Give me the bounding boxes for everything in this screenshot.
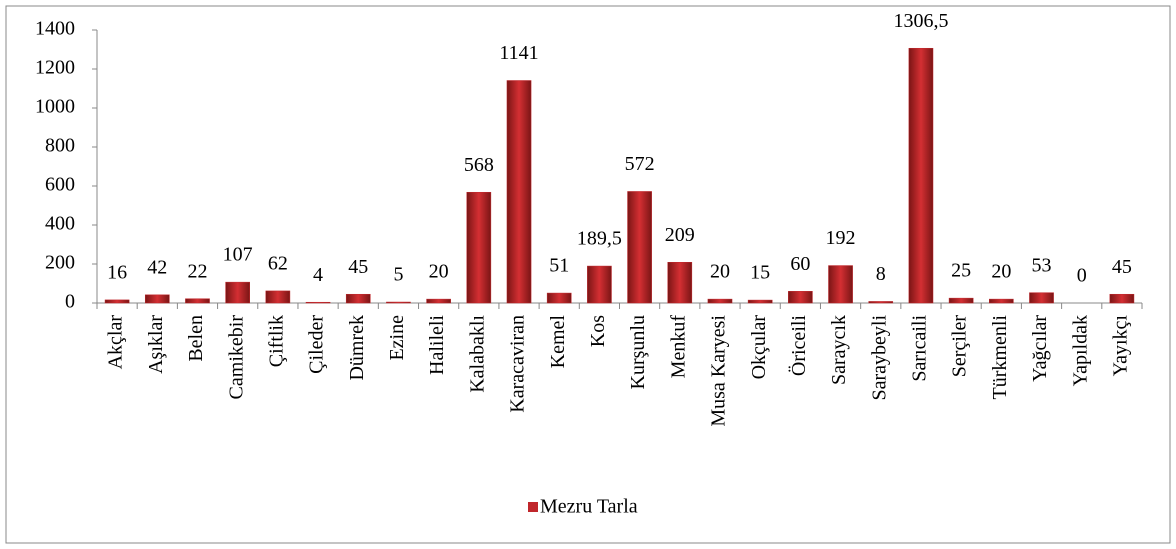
y-tick-label: 800 — [45, 135, 75, 157]
x-tick-label: Okçular — [748, 315, 770, 380]
x-tick-label: Kos — [587, 315, 609, 347]
data-label: 20 — [991, 261, 1011, 283]
x-tick-label: Aşıklar — [145, 315, 167, 374]
bar — [305, 301, 331, 304]
bar — [144, 294, 170, 304]
data-label: 1141 — [499, 42, 538, 64]
bar — [265, 290, 291, 304]
data-label: 8 — [876, 263, 886, 285]
bar — [747, 299, 773, 304]
x-tick-label: Yayıkçı — [1109, 315, 1131, 377]
bar — [667, 261, 693, 304]
bar — [1029, 292, 1054, 304]
bar — [788, 291, 813, 304]
data-label: 209 — [665, 224, 695, 246]
bar — [386, 301, 411, 304]
x-tick-label: Belen — [185, 315, 207, 362]
bar — [104, 299, 130, 304]
x-tick-label: Türkmenli — [989, 315, 1011, 400]
y-tick-label: 600 — [45, 174, 75, 196]
x-tick-label: Serçiler — [949, 315, 971, 378]
x-tick-label: Çileder — [306, 315, 328, 374]
data-label: 51 — [549, 255, 569, 277]
bar — [466, 191, 492, 304]
data-label: 16 — [107, 261, 127, 283]
data-label: 45 — [348, 256, 368, 278]
data-label: 4 — [313, 264, 323, 286]
data-label: 192 — [826, 227, 856, 249]
y-tick-label: 1400 — [35, 18, 75, 40]
x-tick-label: Halileli — [426, 315, 448, 375]
data-label: 107 — [223, 244, 253, 266]
legend-label: Mezru Tarla — [540, 496, 638, 518]
x-tick-label: Menkuf — [667, 315, 689, 379]
bar — [868, 301, 894, 304]
bar — [707, 298, 733, 304]
data-label: 5 — [393, 264, 403, 286]
bar — [426, 298, 451, 304]
bar — [506, 80, 532, 304]
data-label: 25 — [951, 260, 971, 282]
x-tick-label: Kemel — [547, 315, 569, 369]
y-tick-label: 1000 — [35, 96, 75, 118]
y-tick-label: 200 — [45, 252, 75, 274]
x-tick-label: Kalabaklı — [466, 315, 488, 393]
x-tick-label: Camikebir — [225, 315, 247, 400]
data-label: 20 — [710, 261, 730, 283]
legend-swatch — [528, 502, 538, 512]
data-label: 22 — [187, 260, 207, 282]
bar — [948, 297, 974, 304]
bar — [1109, 293, 1135, 304]
data-label: 45 — [1112, 256, 1132, 278]
data-label: 53 — [1032, 254, 1052, 276]
x-tick-label: Karacaviran — [507, 315, 529, 413]
x-tick-label: Yapıldak — [1069, 315, 1091, 386]
y-tick-label: 400 — [45, 213, 75, 235]
x-tick-label: Öriceili — [787, 315, 810, 377]
x-tick-label: Dümrek — [346, 315, 368, 381]
x-tick-label: Kurşunlu — [627, 315, 649, 389]
bar — [185, 298, 210, 304]
y-tick-label: 1200 — [35, 57, 75, 79]
y-tick-label: 0 — [65, 291, 75, 313]
bar — [908, 47, 934, 304]
bar — [989, 298, 1014, 304]
x-tick-label: Saraybeyli — [868, 315, 890, 401]
x-tick-label: Akçlar — [105, 315, 127, 370]
data-label: 20 — [429, 261, 449, 283]
bar — [828, 265, 853, 304]
data-label: 0 — [1077, 265, 1087, 287]
x-tick-label: Musa Karyesi — [708, 315, 730, 427]
bar — [546, 292, 572, 304]
data-label: 189,5 — [577, 228, 622, 250]
bar — [627, 191, 652, 304]
data-label: 15 — [750, 262, 770, 284]
data-label: 572 — [625, 153, 655, 175]
bar — [225, 281, 250, 304]
data-label: 60 — [790, 253, 810, 275]
bar — [345, 293, 371, 304]
x-tick-label: Saraycık — [828, 315, 850, 385]
x-tick-label: Çiftlik — [265, 315, 287, 367]
x-tick-label: Ezine — [386, 315, 408, 361]
bar — [587, 265, 612, 304]
x-tick-label: Yağcılar — [1029, 315, 1051, 382]
data-label: 42 — [147, 256, 167, 278]
x-tick-label: Sarıcaili — [909, 315, 931, 382]
data-label: 568 — [464, 154, 494, 176]
data-label: 1306,5 — [893, 10, 948, 32]
data-label: 62 — [268, 253, 288, 275]
